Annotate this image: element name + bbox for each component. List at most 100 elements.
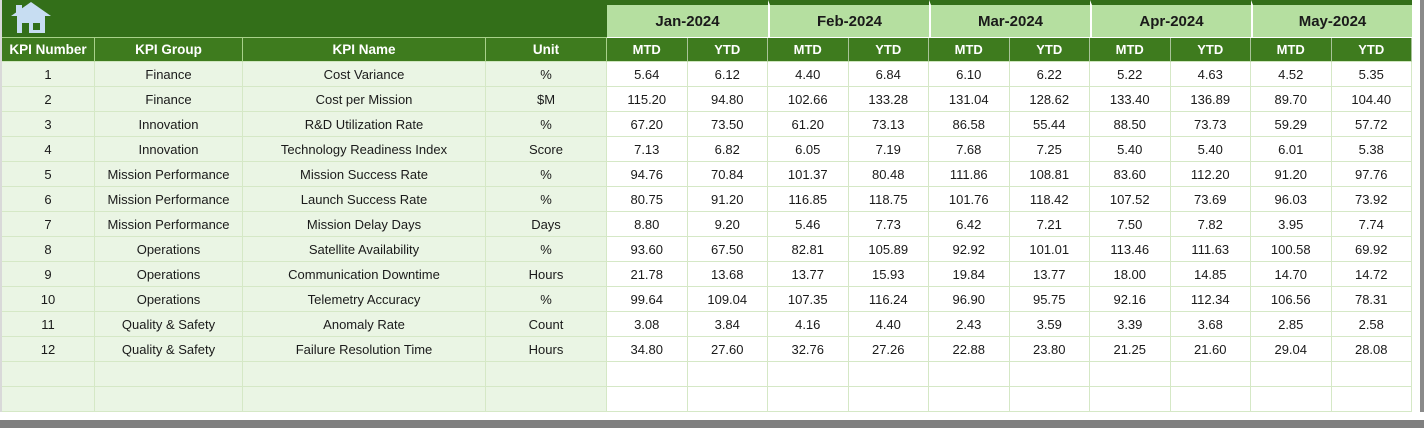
cell-value[interactable]: 6.12 bbox=[687, 62, 768, 87]
cell-value[interactable]: 6.05 bbox=[768, 137, 849, 162]
cell-value[interactable]: 95.75 bbox=[1009, 287, 1090, 312]
cell-value[interactable]: 112.20 bbox=[1170, 162, 1251, 187]
cell-empty[interactable] bbox=[1331, 387, 1412, 412]
cell-value[interactable]: 80.75 bbox=[607, 187, 688, 212]
cell-value[interactable]: 23.80 bbox=[1009, 337, 1090, 362]
cell-unit[interactable]: % bbox=[486, 112, 607, 137]
cell-value[interactable]: 70.84 bbox=[687, 162, 768, 187]
cell-empty[interactable] bbox=[1170, 387, 1251, 412]
cell-value[interactable]: 112.34 bbox=[1170, 287, 1251, 312]
cell-value[interactable]: 99.64 bbox=[607, 287, 688, 312]
cell-kpi-name[interactable]: Launch Success Rate bbox=[243, 187, 486, 212]
cell-value[interactable]: 6.84 bbox=[848, 62, 929, 87]
cell-value[interactable]: 73.50 bbox=[687, 112, 768, 137]
cell-value[interactable]: 67.20 bbox=[607, 112, 688, 137]
cell-empty[interactable] bbox=[1170, 362, 1251, 387]
cell-empty[interactable] bbox=[2, 362, 95, 387]
cell-value[interactable]: 67.50 bbox=[687, 237, 768, 262]
cell-value[interactable]: 13.68 bbox=[687, 262, 768, 287]
cell-kpi-group[interactable]: Quality & Safety bbox=[95, 337, 243, 362]
subheader-ytd[interactable]: YTD bbox=[848, 38, 929, 62]
cell-value[interactable]: 82.81 bbox=[768, 237, 849, 262]
cell-value[interactable]: 7.74 bbox=[1331, 212, 1412, 237]
cell-value[interactable]: 27.26 bbox=[848, 337, 929, 362]
cell-empty[interactable] bbox=[486, 387, 607, 412]
cell-value[interactable]: 6.10 bbox=[929, 62, 1010, 87]
cell-value[interactable]: 118.42 bbox=[1009, 187, 1090, 212]
cell-kpi-name[interactable]: Cost Variance bbox=[243, 62, 486, 87]
cell-value[interactable]: 7.68 bbox=[929, 137, 1010, 162]
cell-value[interactable]: 113.46 bbox=[1090, 237, 1171, 262]
cell-kpi-number[interactable]: 11 bbox=[2, 312, 95, 337]
cell-empty[interactable] bbox=[768, 387, 849, 412]
cell-unit[interactable]: % bbox=[486, 187, 607, 212]
cell-value[interactable]: 116.85 bbox=[768, 187, 849, 212]
cell-unit[interactable]: Days bbox=[486, 212, 607, 237]
cell-kpi-number[interactable]: 2 bbox=[2, 87, 95, 112]
column-header[interactable]: KPI Name bbox=[243, 38, 486, 62]
cell-value[interactable]: 9.20 bbox=[687, 212, 768, 237]
cell-value[interactable]: 69.92 bbox=[1331, 237, 1412, 262]
cell-value[interactable]: 3.68 bbox=[1170, 312, 1251, 337]
cell-value[interactable]: 111.63 bbox=[1170, 237, 1251, 262]
cell-value[interactable]: 91.20 bbox=[687, 187, 768, 212]
cell-value[interactable]: 4.52 bbox=[1251, 62, 1332, 87]
cell-value[interactable]: 2.43 bbox=[929, 312, 1010, 337]
cell-value[interactable]: 115.20 bbox=[607, 87, 688, 112]
cell-empty[interactable] bbox=[929, 387, 1010, 412]
cell-value[interactable]: 21.78 bbox=[607, 262, 688, 287]
cell-empty[interactable] bbox=[2, 387, 95, 412]
cell-value[interactable]: 108.81 bbox=[1009, 162, 1090, 187]
cell-value[interactable]: 133.40 bbox=[1090, 87, 1171, 112]
cell-kpi-name[interactable]: Technology Readiness Index bbox=[243, 137, 486, 162]
cell-kpi-group[interactable]: Innovation bbox=[95, 112, 243, 137]
month-header[interactable]: Apr-2024 bbox=[1090, 0, 1251, 38]
cell-value[interactable]: 21.60 bbox=[1170, 337, 1251, 362]
cell-empty[interactable] bbox=[95, 362, 243, 387]
cell-kpi-group[interactable]: Mission Performance bbox=[95, 162, 243, 187]
cell-kpi-number[interactable]: 1 bbox=[2, 62, 95, 87]
subheader-mtd[interactable]: MTD bbox=[607, 38, 688, 62]
cell-empty[interactable] bbox=[929, 362, 1010, 387]
cell-value[interactable]: 3.95 bbox=[1251, 212, 1332, 237]
cell-value[interactable]: 3.08 bbox=[607, 312, 688, 337]
cell-kpi-group[interactable]: Finance bbox=[95, 62, 243, 87]
cell-kpi-name[interactable]: Failure Resolution Time bbox=[243, 337, 486, 362]
cell-value[interactable]: 116.24 bbox=[848, 287, 929, 312]
cell-kpi-name[interactable]: Communication Downtime bbox=[243, 262, 486, 287]
cell-kpi-group[interactable]: Operations bbox=[95, 237, 243, 262]
cell-empty[interactable] bbox=[848, 387, 929, 412]
cell-kpi-name[interactable]: R&D Utilization Rate bbox=[243, 112, 486, 137]
cell-value[interactable]: 7.73 bbox=[848, 212, 929, 237]
subheader-mtd[interactable]: MTD bbox=[768, 38, 849, 62]
cell-unit[interactable]: $M bbox=[486, 87, 607, 112]
cell-kpi-number[interactable]: 8 bbox=[2, 237, 95, 262]
cell-value[interactable]: 118.75 bbox=[848, 187, 929, 212]
cell-kpi-name[interactable]: Anomaly Rate bbox=[243, 312, 486, 337]
cell-value[interactable]: 89.70 bbox=[1251, 87, 1332, 112]
cell-unit[interactable]: % bbox=[486, 237, 607, 262]
subheader-ytd[interactable]: YTD bbox=[1009, 38, 1090, 62]
cell-value[interactable]: 96.90 bbox=[929, 287, 1010, 312]
cell-empty[interactable] bbox=[1009, 387, 1090, 412]
cell-value[interactable]: 96.03 bbox=[1251, 187, 1332, 212]
cell-value[interactable]: 59.29 bbox=[1251, 112, 1332, 137]
cell-value[interactable]: 73.92 bbox=[1331, 187, 1412, 212]
cell-kpi-number[interactable]: 3 bbox=[2, 112, 95, 137]
cell-kpi-name[interactable]: Mission Success Rate bbox=[243, 162, 486, 187]
cell-value[interactable]: 22.88 bbox=[929, 337, 1010, 362]
cell-value[interactable]: 5.46 bbox=[768, 212, 849, 237]
cell-kpi-name[interactable]: Mission Delay Days bbox=[243, 212, 486, 237]
subheader-ytd[interactable]: YTD bbox=[1170, 38, 1251, 62]
cell-value[interactable]: 86.58 bbox=[929, 112, 1010, 137]
column-header[interactable]: Unit bbox=[486, 38, 607, 62]
cell-kpi-group[interactable]: Mission Performance bbox=[95, 212, 243, 237]
cell-empty[interactable] bbox=[607, 387, 688, 412]
cell-value[interactable]: 2.85 bbox=[1251, 312, 1332, 337]
cell-empty[interactable] bbox=[243, 387, 486, 412]
cell-value[interactable]: 102.66 bbox=[768, 87, 849, 112]
cell-empty[interactable] bbox=[687, 362, 768, 387]
cell-empty[interactable] bbox=[1009, 362, 1090, 387]
cell-kpi-name[interactable]: Cost per Mission bbox=[243, 87, 486, 112]
cell-empty[interactable] bbox=[486, 362, 607, 387]
